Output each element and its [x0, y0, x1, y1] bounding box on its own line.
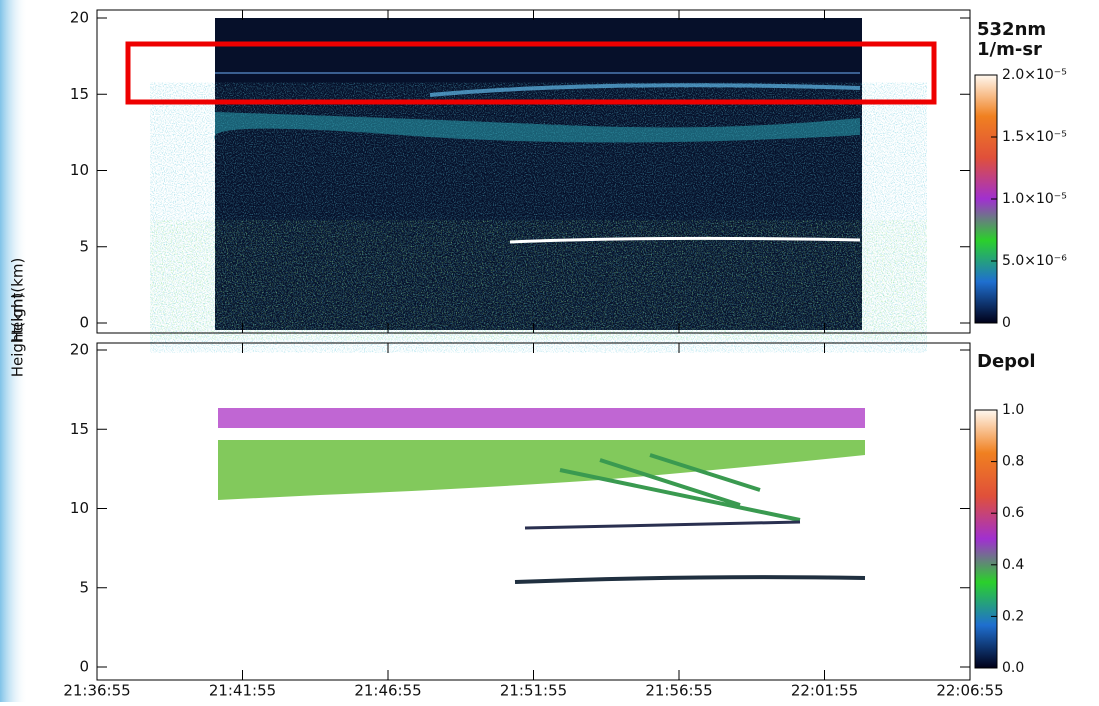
colorbar-title: 532nm: [977, 19, 1046, 40]
depol-streak: [524, 520, 801, 530]
colorbar: [974, 409, 998, 669]
depol-aerosol: [514, 575, 866, 584]
colorbar-tick-label: 0.2: [1002, 608, 1024, 624]
y-tick-label: 10: [70, 499, 89, 517]
y-tick-label: 5: [79, 237, 89, 255]
backscatter-noise: [215, 230, 862, 330]
colorbar-unit: 1/m-sr: [977, 39, 1042, 60]
y-tick-label: 5: [79, 578, 89, 596]
x-tick-label: 21:41:55: [209, 682, 276, 700]
y-tick-label: 20: [70, 341, 89, 359]
colorbar-tick-label: 0.0: [1002, 660, 1024, 676]
y-tick-label: 20: [70, 9, 89, 27]
colorbar-tick-label: 5.0×10⁻⁶: [1002, 253, 1067, 269]
x-tick-label: 21:51:55: [500, 682, 567, 700]
y-tick-label: 0: [79, 658, 89, 676]
colorbar-title: Depol: [977, 351, 1036, 372]
colorbar-tick-label: 1.0: [1002, 402, 1024, 418]
plot-frame: [96, 342, 971, 681]
y-axis-label: Height(km): [9, 293, 27, 378]
x-tick-label: 22:06:55: [936, 682, 1003, 700]
colorbar-tick-label: 0.8: [1002, 454, 1024, 470]
cirrus-layer: [429, 83, 861, 97]
background-edge: [0, 0, 28, 702]
highlight-box: [125, 41, 937, 105]
aerosol-line: [509, 236, 861, 244]
y-tick-label: 15: [70, 85, 89, 103]
depol-layer: [218, 440, 865, 500]
x-tick-label: 22:01:55: [791, 682, 858, 700]
colorbar-tick-label: 0.4: [1002, 557, 1024, 573]
colorbar-tick-label: 1.5×10⁻⁵: [1002, 129, 1067, 145]
x-tick-label: 21:36:55: [63, 682, 130, 700]
colorbar-tick-label: 1.0×10⁻⁵: [1002, 191, 1067, 207]
colorbar-tick-label: 2.0×10⁻⁵: [1002, 67, 1067, 83]
y-tick-label: 0: [79, 314, 89, 332]
y-axis-label: Height(km): [9, 258, 27, 343]
depol-streak: [559, 453, 801, 522]
y-tick-label: 15: [70, 420, 89, 438]
x-tick-label: 21:56:55: [645, 682, 712, 700]
depol-layer: [218, 408, 865, 428]
colorbar-tick-label: 0.6: [1002, 505, 1024, 521]
colorbar-tick-label: 0: [1002, 315, 1011, 331]
x-tick-label: 21:46:55: [354, 682, 421, 700]
y-tick-label: 10: [70, 161, 89, 179]
cloud-layer: [213, 112, 860, 143]
